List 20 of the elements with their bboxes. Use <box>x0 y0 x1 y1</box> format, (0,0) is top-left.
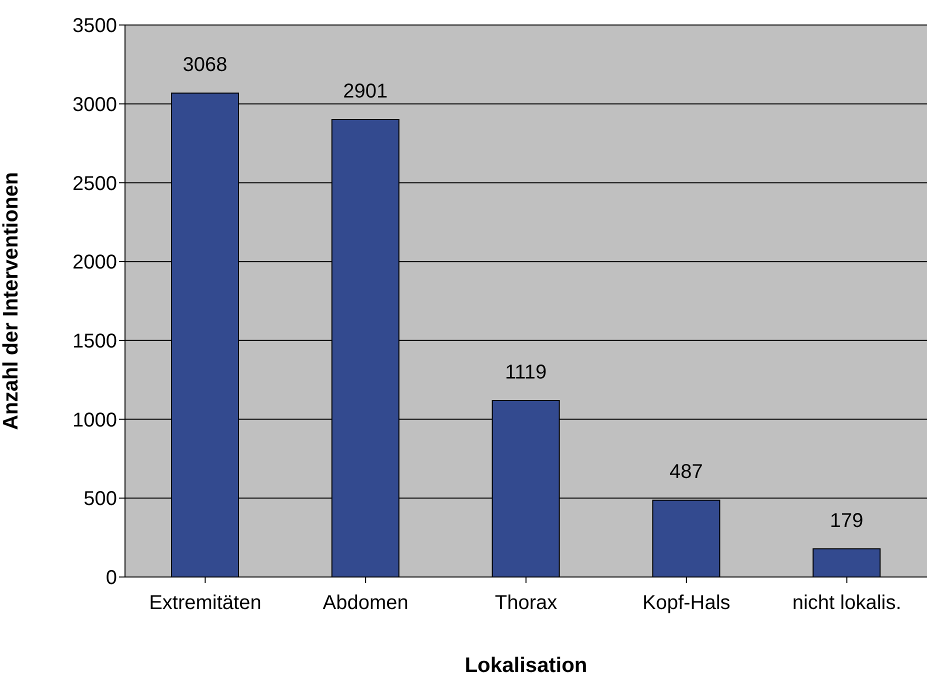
data-label: 3068 <box>182 54 228 76</box>
data-label: 1119 <box>505 362 547 384</box>
y-tick-label: 0 <box>106 567 117 590</box>
y-tick-label: 500 <box>84 488 117 510</box>
y-tick-label: 2500 <box>72 172 117 195</box>
data-label: 487 <box>670 461 703 484</box>
data-label: 2901 <box>343 80 388 102</box>
y-tick-label: 1000 <box>72 409 117 432</box>
y-axis-title: Anzahl der Interventionen <box>0 172 22 430</box>
x-tick-label: Extremitäten <box>149 592 262 614</box>
x-tick-label: nicht lokalis. <box>792 592 902 614</box>
x-tick-label: Thorax <box>494 592 558 614</box>
x-tick-label: Kopf-Hals <box>642 592 730 614</box>
data-label: 179 <box>830 510 864 532</box>
x-tick-label: Abdomen <box>322 592 408 614</box>
y-tick-label: 3500 <box>72 15 117 38</box>
y-tick-label: 2000 <box>72 252 117 274</box>
y-tick-label: 3000 <box>72 94 117 116</box>
y-tick-label: 1500 <box>72 330 117 353</box>
x-axis-title: Lokalisation <box>464 654 588 674</box>
